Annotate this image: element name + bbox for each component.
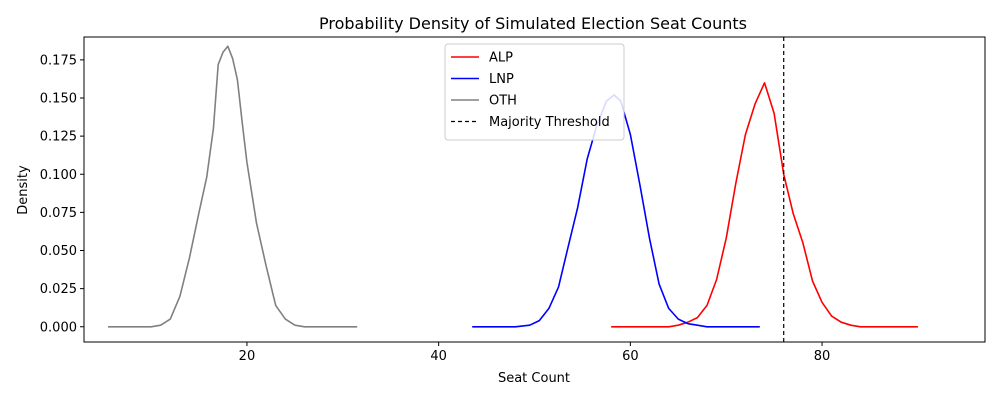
chart-title: Probability Density of Simulated Electio… (319, 14, 747, 33)
y-tick-label: 0.150 (40, 92, 77, 107)
legend-label: ALP (489, 51, 513, 66)
y-tick-label: 0.025 (40, 282, 77, 297)
y-tick-label: 0.050 (40, 244, 77, 259)
axes: 20 40 60 80 0.000 0.025 0.050 0.075 0.100 0.125 0.… (40, 36, 986, 364)
x-tick-label: 80 (814, 349, 831, 364)
y-axis-label: Density (16, 165, 31, 215)
legend-label: LNP (489, 72, 514, 87)
y-tick-label: 0.000 (40, 320, 77, 335)
x-tick-label: 20 (239, 349, 256, 364)
x-tick-label: 60 (622, 349, 639, 364)
series-line-oth (108, 45, 358, 328)
x-axis-label: Seat Count (498, 371, 570, 386)
legend-label: OTH (489, 94, 517, 109)
plot-frame (83, 36, 986, 343)
y-tick-label: 0.100 (40, 168, 77, 183)
y-tick-label: 0.125 (40, 130, 77, 145)
series-line-alp (611, 82, 918, 328)
y-tick-label: 0.175 (40, 53, 77, 68)
y-tick-label: 0.075 (40, 206, 77, 221)
x-tick-label: 40 (430, 349, 447, 364)
legend-box (444, 43, 625, 141)
legend-label: Majority Threshold (489, 115, 610, 130)
legend: ALP LNP OTH Majority Threshold (444, 43, 625, 141)
